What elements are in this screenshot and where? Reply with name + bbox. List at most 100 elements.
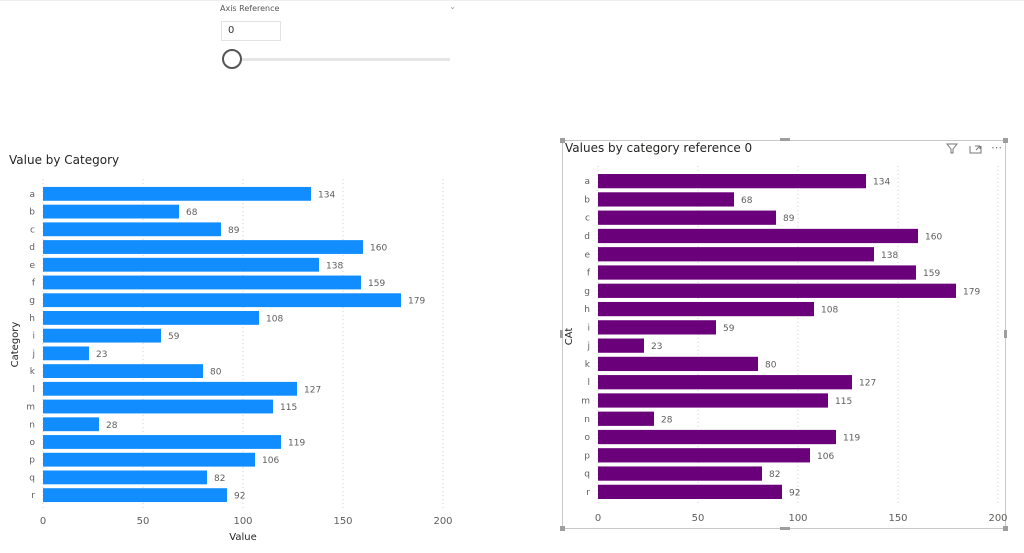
data-label: 68 <box>186 208 198 218</box>
data-label: 108 <box>266 314 283 324</box>
bar <box>43 364 203 378</box>
y-tick-label: a <box>584 177 590 187</box>
slider-thumb[interactable] <box>222 49 242 69</box>
data-label: 80 <box>765 360 777 370</box>
bar <box>43 470 207 485</box>
y-tick-label: i <box>587 323 590 333</box>
bar <box>43 222 221 237</box>
data-label: 119 <box>843 434 860 444</box>
data-label: 127 <box>304 385 321 395</box>
y-tick-label: b <box>29 208 35 218</box>
y-tick-label: b <box>584 195 590 205</box>
resize-handle[interactable] <box>560 138 565 143</box>
y-tick-label: n <box>584 415 590 425</box>
focus-mode-icon[interactable] <box>969 143 982 157</box>
data-label: 160 <box>370 244 387 254</box>
data-label: 89 <box>228 226 240 236</box>
bar <box>43 488 227 503</box>
resize-handle[interactable] <box>780 138 790 141</box>
resize-handle[interactable] <box>1003 526 1008 531</box>
data-label: 68 <box>741 196 753 206</box>
data-label: 92 <box>789 488 800 498</box>
y-tick-label: e <box>29 261 35 271</box>
bar <box>43 275 361 290</box>
y-tick-label: i <box>32 332 35 342</box>
filter-icon[interactable] <box>945 143 959 157</box>
y-tick-label: d <box>584 232 590 242</box>
y-tick-label: j <box>31 349 35 359</box>
y-tick-label: n <box>29 420 35 430</box>
bar <box>43 257 319 272</box>
right-chart-title: Values by category reference 0 <box>565 141 753 155</box>
bar <box>43 381 297 396</box>
bar <box>43 311 259 325</box>
y-tick-label: h <box>584 305 590 315</box>
data-label: 23 <box>96 350 107 360</box>
top-divider <box>0 0 1024 1</box>
data-label: 179 <box>963 287 980 297</box>
data-label: 138 <box>881 251 898 261</box>
y-tick-label: g <box>29 296 35 306</box>
resize-handle[interactable] <box>780 527 790 530</box>
chevron-down-icon[interactable]: ⌄ <box>449 2 456 11</box>
y-tick-label: k <box>30 367 36 377</box>
bar <box>598 356 758 372</box>
slider-track[interactable] <box>232 58 450 61</box>
more-options-icon[interactable]: ⋯ <box>991 141 1002 154</box>
bar <box>598 411 654 426</box>
y-tick-label: l <box>587 378 590 388</box>
y-tick-label: r <box>31 491 35 501</box>
bar <box>43 240 363 254</box>
bar <box>598 448 810 463</box>
data-label: 59 <box>168 332 180 342</box>
resize-handle[interactable] <box>1004 330 1007 338</box>
data-label: 92 <box>234 492 245 502</box>
data-label: 82 <box>769 470 780 480</box>
bar <box>598 393 828 408</box>
data-label: 127 <box>859 379 876 389</box>
bar <box>598 210 776 225</box>
data-label: 82 <box>214 474 225 484</box>
y-tick-label: e <box>584 250 590 260</box>
y-tick-label: o <box>584 433 590 443</box>
data-label: 115 <box>835 397 852 407</box>
y-tick-label: q <box>584 470 590 480</box>
x-tick-label: 0 <box>40 516 46 527</box>
bar <box>43 204 179 219</box>
resize-handle[interactable] <box>1003 138 1008 143</box>
data-label: 108 <box>821 306 838 316</box>
data-label: 89 <box>783 214 795 224</box>
y-tick-label: m <box>26 403 35 413</box>
resize-handle[interactable] <box>560 526 565 531</box>
bar <box>598 247 874 262</box>
resize-handle[interactable] <box>560 330 563 338</box>
bar <box>598 283 956 298</box>
y-tick-label: l <box>32 385 35 395</box>
bar <box>43 399 273 414</box>
data-label: 23 <box>651 342 662 352</box>
data-label: 179 <box>408 297 425 307</box>
y-tick-label: h <box>29 314 35 324</box>
y-tick-label: f <box>32 278 36 288</box>
axis-reference-input[interactable]: 0 <box>221 21 281 41</box>
left-chart-title: Value by Category <box>9 153 120 167</box>
left-bar-chart: 0 50 100 150 200 a 134 b 68 c 89 d 160 e 138 f 159 g 179 h 1… <box>10 179 453 543</box>
bar <box>598 301 814 317</box>
data-label: 134 <box>873 178 890 188</box>
bar <box>43 186 311 201</box>
y-tick-label: p <box>584 451 590 461</box>
data-label: 106 <box>817 452 834 462</box>
right-bar-chart: 0 50 100 150 200 a 134 b 68 c 89 d 160 e 138 f 159 g 179 h 1… <box>564 166 1008 524</box>
x-axis-title: Value <box>229 532 256 543</box>
y-tick-label: c <box>30 225 35 235</box>
x-tick-label: 100 <box>233 516 252 527</box>
y-tick-label: m <box>581 396 590 406</box>
slicer-title: Axis Reference <box>220 4 280 13</box>
data-label: 59 <box>723 324 735 334</box>
y-tick-label: g <box>584 287 590 297</box>
bar <box>43 435 281 449</box>
x-tick-label: 200 <box>433 516 452 527</box>
bar <box>598 192 734 207</box>
y-tick-label: r <box>586 488 590 498</box>
data-label: 119 <box>288 438 305 448</box>
